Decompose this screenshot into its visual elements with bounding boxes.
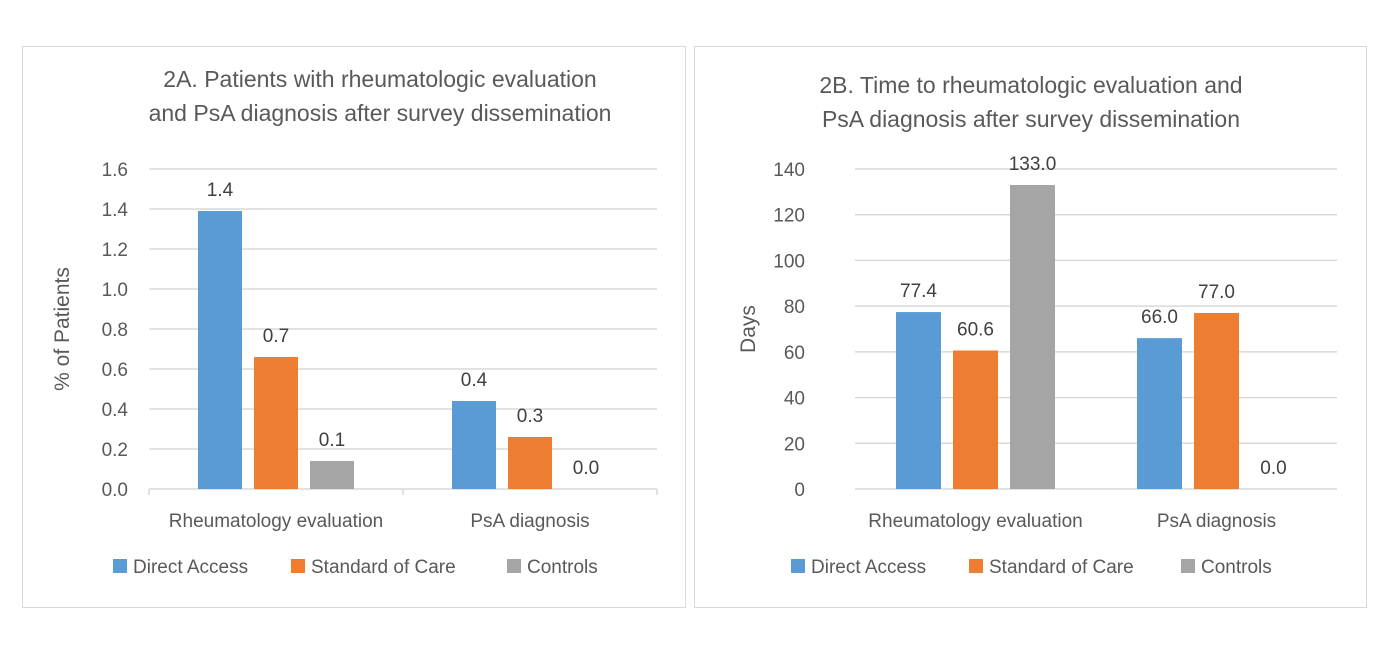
chart-2b-svg: 2B. Time to rheumatologic evaluation and… (737, 72, 1337, 578)
bar-direct-access (198, 211, 242, 489)
data-label: 0.0 (573, 458, 599, 479)
y-tick-label: 80 (784, 297, 805, 318)
bar-standard-of-care (254, 357, 298, 489)
legend-swatch (791, 559, 805, 573)
data-label: 60.6 (957, 319, 994, 340)
bar-standard-of-care (508, 437, 552, 489)
bar-standard-of-care (953, 350, 998, 489)
legend-label: Controls (527, 557, 598, 578)
y-tick-label: 1.2 (102, 240, 128, 261)
legend-swatch (507, 559, 521, 573)
bar-direct-access (896, 312, 941, 489)
data-label: 133.0 (1009, 154, 1057, 175)
x-category-label: Rheumatology evaluation (868, 511, 1082, 532)
chart-title-line: PsA diagnosis after survey dissemination (822, 106, 1240, 132)
chart-2a-svg: 2A. Patients with rheumatologic evaluati… (51, 66, 658, 578)
y-tick-label: 60 (784, 343, 805, 364)
y-tick-label: 100 (773, 251, 805, 272)
y-tick-label: 0.2 (102, 440, 128, 461)
y-axis-title: % of Patients (51, 267, 74, 391)
legend-label: Standard of Care (311, 557, 456, 578)
y-tick-label: 0.4 (102, 400, 129, 421)
bar-direct-access (452, 401, 496, 489)
legend-swatch (1181, 559, 1195, 573)
y-tick-label: 120 (773, 206, 805, 227)
x-category-label: PsA diagnosis (470, 511, 589, 532)
y-tick-label: 0.6 (102, 360, 128, 381)
legend-swatch (291, 559, 305, 573)
bar-controls (1010, 185, 1055, 489)
data-label: 0.4 (461, 370, 488, 391)
x-category-label: Rheumatology evaluation (169, 511, 383, 532)
bar-standard-of-care (1194, 313, 1239, 489)
y-tick-label: 0 (794, 480, 805, 501)
legend-label: Direct Access (811, 557, 926, 578)
legend-swatch (969, 559, 983, 573)
legend-label: Direct Access (133, 557, 248, 578)
chart-title-line: 2B. Time to rheumatologic evaluation and (819, 72, 1242, 98)
chart-panel-2a: 2A. Patients with rheumatologic evaluati… (22, 46, 686, 608)
bar-direct-access (1137, 338, 1182, 489)
y-tick-label: 0.0 (102, 480, 128, 501)
y-tick-label: 1.6 (102, 160, 128, 181)
data-label: 0.3 (517, 406, 543, 427)
data-label: 0.7 (263, 326, 289, 347)
y-tick-label: 1.0 (102, 280, 128, 301)
chart-title-line: and PsA diagnosis after survey dissemina… (149, 100, 612, 126)
y-tick-label: 1.4 (102, 200, 129, 221)
data-label: 1.4 (207, 180, 234, 201)
data-label: 77.4 (900, 281, 937, 302)
legend-label: Controls (1201, 557, 1272, 578)
legend-swatch (113, 559, 127, 573)
x-category-label: PsA diagnosis (1157, 511, 1276, 532)
data-label: 77.0 (1198, 282, 1235, 303)
data-label: 66.0 (1141, 307, 1178, 328)
y-tick-label: 0.8 (102, 320, 128, 341)
chart-title-line: 2A. Patients with rheumatologic evaluati… (163, 66, 596, 92)
chart-panel-2b: 2B. Time to rheumatologic evaluation and… (694, 46, 1367, 608)
y-axis-title: Days (737, 305, 760, 353)
y-tick-label: 40 (784, 389, 805, 410)
y-tick-label: 20 (784, 434, 805, 455)
bar-controls (310, 461, 354, 489)
legend-label: Standard of Care (989, 557, 1134, 578)
data-label: 0.0 (1260, 458, 1286, 479)
data-label: 0.1 (319, 430, 345, 451)
y-tick-label: 140 (773, 160, 805, 181)
